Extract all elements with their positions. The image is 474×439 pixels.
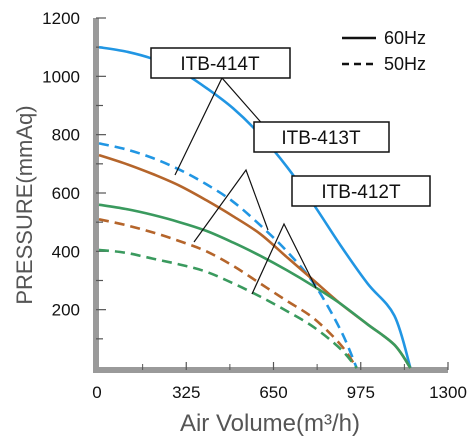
y-tick-label: 400 xyxy=(52,242,80,261)
tick-labels: 0 325 650 975 1300 200 400 600 800 1000 1200 xyxy=(42,9,467,402)
callout-box xyxy=(291,175,431,207)
y-axis-title: PRESSURE(mmAq) xyxy=(12,105,37,304)
callout-box xyxy=(150,47,291,79)
callout-box xyxy=(253,121,390,153)
x-tick-label: 0 xyxy=(92,383,101,402)
x-tick-label: 650 xyxy=(259,383,287,402)
y-tick-label: 600 xyxy=(52,184,80,203)
y-tick-label: 200 xyxy=(52,301,80,320)
callout-label: ITB-413T xyxy=(281,128,361,149)
callout-itb-414t: ITB-414T xyxy=(150,47,291,79)
x-tick-label: 325 xyxy=(172,383,200,402)
legend-label-50hz: 50Hz xyxy=(384,54,426,74)
x-tick-label: 1300 xyxy=(429,383,467,402)
callout-label: ITB-414T xyxy=(180,54,260,75)
y-tick-label: 800 xyxy=(52,126,80,145)
series-line-itb-414t-50hz xyxy=(98,142,358,369)
callout-label: ITB-412T xyxy=(321,182,401,203)
legend: 60Hz 50Hz xyxy=(342,28,426,74)
leader-itb-413t xyxy=(193,168,269,243)
callout-itb-413t: ITB-413T xyxy=(253,121,390,153)
series-layer xyxy=(98,45,412,369)
series-line-itb-413t-50hz xyxy=(98,218,358,369)
y-tick-label: 1000 xyxy=(42,67,80,86)
series-line-itb-412t-60hz xyxy=(98,203,412,369)
x-axis-title: Air Volume(m³/h) xyxy=(180,410,360,437)
callout-itb-412t: ITB-412T xyxy=(291,175,431,207)
series-line-itb-412t-50hz xyxy=(98,248,358,369)
legend-label-60hz: 60Hz xyxy=(384,28,426,48)
leader-itb-412t xyxy=(251,222,317,295)
x-tick-label: 975 xyxy=(347,383,375,402)
y-tick-label: 1200 xyxy=(42,9,80,28)
